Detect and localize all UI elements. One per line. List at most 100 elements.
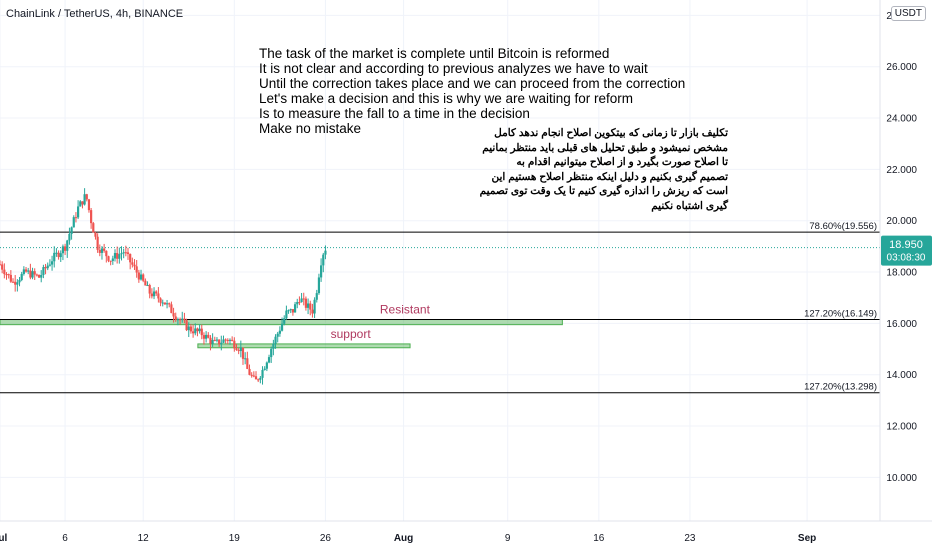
candle-body bbox=[207, 334, 210, 338]
note-line: Until the correction takes place and we … bbox=[259, 76, 686, 91]
candle-body bbox=[48, 264, 52, 266]
candle-body bbox=[66, 240, 69, 251]
time-axis: Jul 6 12 19 26 Aug 9 16 23 Sep bbox=[0, 533, 816, 544]
candle-body bbox=[61, 246, 65, 254]
candle-body bbox=[291, 309, 294, 313]
candle-body bbox=[68, 233, 71, 241]
candle-body bbox=[205, 334, 208, 339]
candle-body bbox=[109, 260, 112, 262]
candle-body bbox=[135, 266, 138, 273]
candle-body bbox=[148, 285, 151, 294]
candle-body bbox=[254, 376, 258, 380]
y-tick-label: 22.000 bbox=[886, 165, 917, 176]
candle-body bbox=[274, 336, 277, 344]
candle-body bbox=[239, 347, 242, 352]
currency-badge[interactable]: USDT bbox=[890, 6, 926, 21]
candle-body bbox=[235, 348, 238, 351]
candlestick-series bbox=[0, 188, 327, 385]
candle-body bbox=[259, 377, 262, 380]
candle-body bbox=[250, 374, 253, 376]
x-tick-label: 12 bbox=[138, 533, 150, 544]
candle-body bbox=[215, 339, 219, 341]
candle-body bbox=[244, 358, 247, 360]
price-tag-value: 18.950 bbox=[889, 239, 923, 251]
symbol-title[interactable]: ChainLink / TetherUS, 4h, BINANCE bbox=[6, 8, 184, 20]
y-tick-label: 24.000 bbox=[886, 114, 917, 125]
candle-body bbox=[144, 280, 147, 286]
note-line: گیری اشتباه نکنیم bbox=[651, 199, 728, 212]
candle-body bbox=[231, 339, 234, 341]
note-line: تکلیف بازار تا زمانی که بیتکوین اصلاح ان… bbox=[494, 127, 728, 139]
candle-body bbox=[126, 252, 130, 254]
candle-body bbox=[165, 303, 169, 305]
candle-body bbox=[137, 272, 140, 280]
candle-body bbox=[306, 303, 310, 308]
candle-body bbox=[296, 302, 299, 305]
note-line: مشخص نمیشود و طبق تحلیل های قبلی باید من… bbox=[482, 141, 728, 154]
candle-body bbox=[20, 273, 23, 280]
candle-body bbox=[183, 318, 186, 321]
candle-body bbox=[146, 285, 149, 287]
candle-body bbox=[300, 298, 303, 303]
candle-body bbox=[168, 303, 171, 305]
candle-body bbox=[46, 265, 49, 269]
candle-body bbox=[267, 357, 271, 363]
x-tick-label: 9 bbox=[505, 533, 511, 544]
y-tick-label: 12.000 bbox=[886, 422, 917, 433]
persian-note[interactable]: تکلیف بازار تا زمانی که بیتکوین اصلاح ان… bbox=[474, 126, 728, 213]
candle-body bbox=[280, 323, 284, 331]
x-tick-label: Aug bbox=[394, 533, 413, 544]
x-tick-label: 26 bbox=[320, 533, 332, 544]
candle-body bbox=[94, 232, 97, 237]
candle-body bbox=[111, 258, 114, 261]
candle-body bbox=[265, 362, 268, 369]
candle-body bbox=[103, 248, 106, 251]
candle-body bbox=[24, 269, 28, 272]
candle-body bbox=[285, 310, 288, 319]
price-tag-box bbox=[881, 235, 932, 266]
candle-body bbox=[42, 267, 45, 275]
note-line: تا اصلاح صورت بگیرد و از اصلاح میتوانیم … bbox=[516, 156, 728, 168]
candle-body bbox=[139, 274, 143, 280]
candle-body bbox=[85, 194, 88, 200]
candle-body bbox=[155, 291, 158, 294]
x-tick-label: 23 bbox=[684, 533, 696, 544]
candle-body bbox=[226, 339, 229, 341]
current-price-tag: 18.950 03:08:30 bbox=[881, 235, 932, 266]
candle-body bbox=[170, 304, 173, 314]
candle-body bbox=[233, 340, 236, 349]
english-note[interactable]: The task of the market is complete until… bbox=[259, 46, 685, 136]
zone-support-box[interactable] bbox=[197, 343, 411, 349]
candle-body bbox=[18, 279, 21, 283]
candle-body bbox=[87, 199, 91, 211]
candle-body bbox=[107, 256, 110, 261]
candle-body bbox=[191, 331, 195, 334]
candle-body bbox=[187, 326, 190, 331]
candle-body bbox=[5, 274, 8, 276]
candle-body bbox=[241, 347, 245, 359]
zone-label: support bbox=[331, 327, 372, 341]
candle-body bbox=[172, 313, 175, 317]
candle-body bbox=[248, 368, 251, 375]
candle-body bbox=[313, 299, 316, 314]
candle-body bbox=[178, 319, 182, 321]
candle-body bbox=[283, 318, 286, 324]
y-tick-label: 14.000 bbox=[886, 370, 917, 381]
candle-body bbox=[163, 302, 166, 305]
candle-body bbox=[96, 236, 99, 250]
candle-body bbox=[124, 252, 127, 254]
y-tick-label: 16.000 bbox=[886, 319, 917, 330]
candle-body bbox=[315, 293, 318, 300]
x-tick-label: 16 bbox=[593, 533, 605, 544]
candle-body bbox=[196, 328, 199, 332]
candle-body bbox=[309, 303, 312, 310]
candle-body bbox=[224, 339, 227, 341]
note-line: Make no mistake bbox=[259, 121, 362, 136]
fib-level-label: 127.20%(16.149) bbox=[804, 309, 877, 320]
candle-body bbox=[278, 330, 281, 334]
candle-body bbox=[122, 252, 125, 254]
candle-body bbox=[220, 342, 223, 345]
price-tag-countdown: 03:08:30 bbox=[887, 253, 926, 264]
candle-body bbox=[159, 298, 162, 303]
